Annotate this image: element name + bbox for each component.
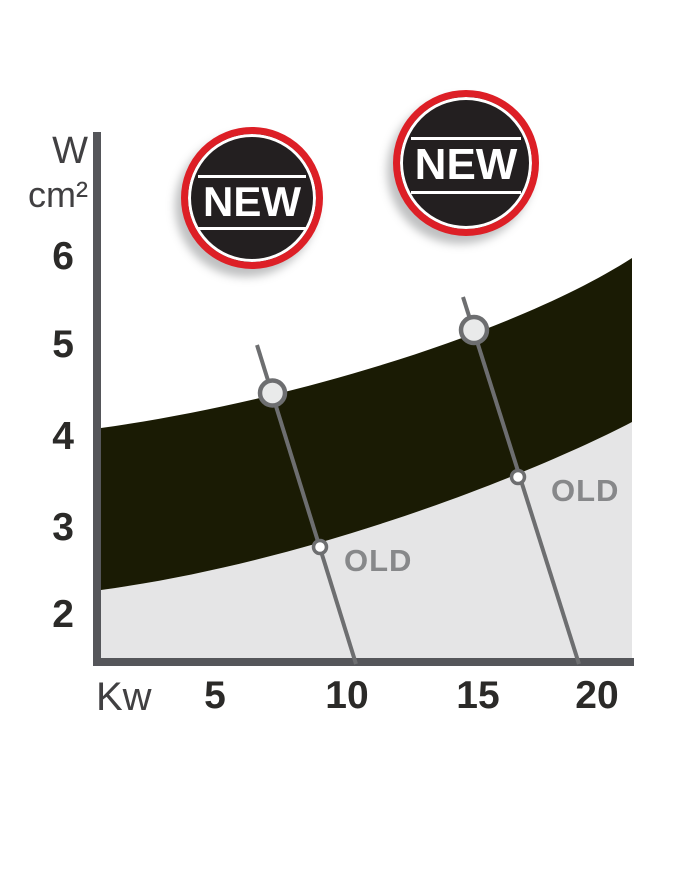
- y-tick-5: 5: [52, 323, 74, 366]
- new-marker-1: [257, 378, 288, 408]
- new-marker-2: [458, 314, 490, 346]
- x-tick-5: 5: [204, 674, 226, 717]
- old-series-label-2: OLD: [551, 473, 620, 508]
- new-badge-2: NEW: [393, 90, 539, 236]
- x-tick-10: 10: [325, 674, 369, 717]
- old-marker-1: [311, 538, 329, 556]
- badge-divider-line: [410, 191, 522, 194]
- old-marker-2: [509, 468, 527, 486]
- y-axis-unit-w: W: [52, 130, 88, 172]
- new-badge-2-label: NEW: [414, 140, 518, 189]
- old-band-area: [101, 422, 632, 658]
- new-band-area: [101, 258, 632, 590]
- y-axis-unit-cm2: cm²: [28, 174, 88, 215]
- y-tick-3: 3: [52, 506, 74, 549]
- badge-divider-line: [198, 226, 306, 230]
- badge-divider-line: [198, 174, 306, 178]
- new-badge-1-label: NEW: [203, 177, 301, 225]
- new-badge-1: NEW: [181, 127, 323, 269]
- old-series-label-1: OLD: [344, 543, 413, 578]
- x-tick-20: 20: [575, 674, 619, 717]
- badge-divider-line: [410, 137, 522, 140]
- x-axis-unit-kw: Kw: [96, 675, 152, 719]
- x-tick-15: 15: [456, 674, 500, 717]
- y-tick-6: 6: [52, 235, 74, 278]
- y-tick-4: 4: [52, 415, 74, 458]
- y-tick-2: 2: [52, 593, 74, 636]
